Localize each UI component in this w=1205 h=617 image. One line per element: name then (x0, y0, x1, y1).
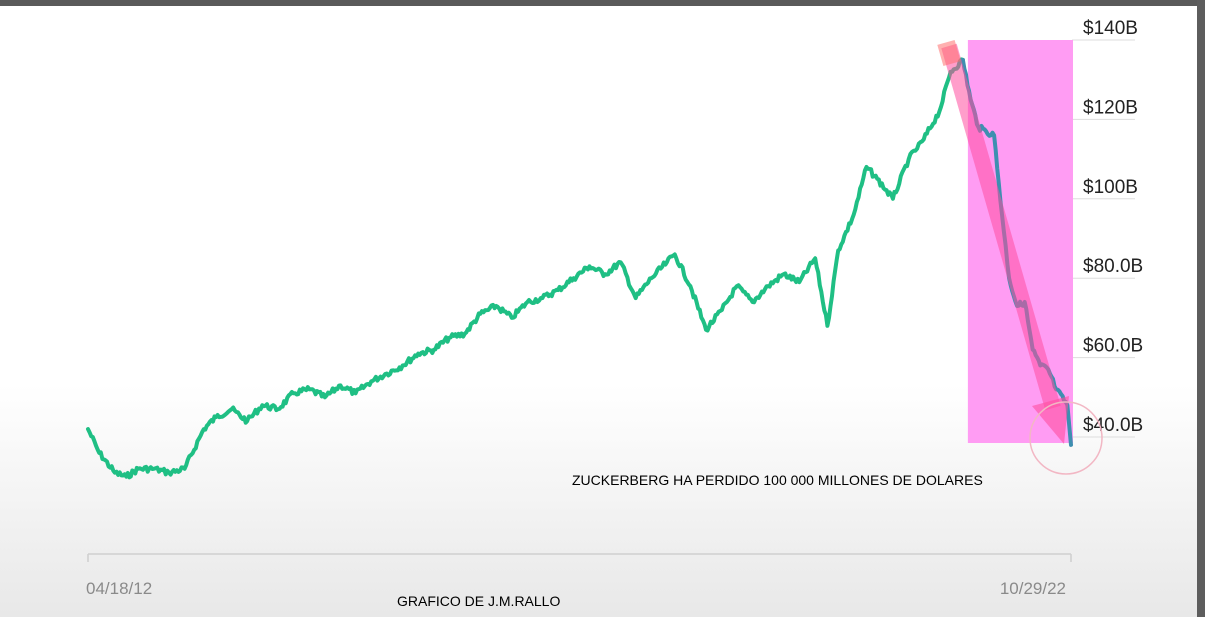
x-tick-label-start: 04/18/12 (86, 579, 152, 598)
series-layer (86, 57, 1073, 480)
decline-highlight-box (967, 40, 1073, 443)
series-line-rise (86, 57, 965, 480)
arrow-head (1032, 396, 1069, 444)
end-point-circle (1029, 401, 1103, 475)
y-tick-label: $120B (1083, 97, 1138, 118)
loss-annotation: ZUCKERBERG HA PERDIDO 100 000 MILLONES D… (572, 472, 983, 488)
chart-svg: $140B $120B $100B $80.0B $60.0B $40.0B 04/18/… (86, 18, 1143, 598)
y-tick-label: $40.0B (1083, 415, 1143, 436)
arrow-shaft (941, 43, 1061, 411)
decline-arrow (937, 39, 1069, 444)
y-tick-labels: $140B $120B $100B $80.0B $60.0B $40.0B (1083, 18, 1143, 436)
y-tick-label: $100B (1083, 177, 1138, 198)
arrow-tail (937, 39, 961, 67)
chart-panel: $140B $120B $100B $80.0B $60.0B $40.0B 04/18/… (0, 6, 1197, 617)
y-tick-label: $60.0B (1083, 336, 1143, 357)
x-axis: 04/18/12 10/29/22 (86, 553, 1072, 598)
window-top-bar (0, 0, 1205, 6)
x-tick-label-end: 10/29/22 (1000, 579, 1066, 598)
y-tick-label: $140B (1083, 18, 1138, 39)
window-right-bar (1197, 0, 1205, 617)
grid-lines (1072, 39, 1135, 438)
y-tick-label: $80.0B (1083, 256, 1143, 277)
author-credit: GRAFICO DE J.M.RALLO (397, 593, 561, 609)
